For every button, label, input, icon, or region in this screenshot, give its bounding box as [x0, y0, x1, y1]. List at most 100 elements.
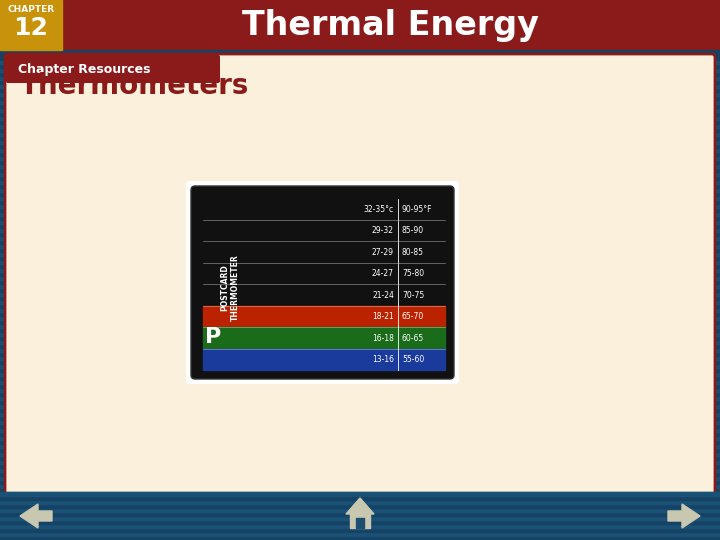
Text: 29-32: 29-32 — [372, 226, 394, 235]
Bar — [0, 144, 720, 148]
Bar — [0, 384, 720, 388]
Bar — [0, 488, 720, 492]
Bar — [0, 504, 720, 508]
Text: 55-60: 55-60 — [402, 355, 424, 364]
Bar — [0, 416, 720, 420]
Bar — [0, 404, 720, 408]
Bar — [0, 216, 720, 220]
Bar — [0, 464, 720, 468]
Bar — [0, 256, 720, 260]
Bar — [0, 412, 720, 416]
Bar — [0, 428, 720, 432]
Bar — [0, 164, 720, 168]
Text: 24-27: 24-27 — [372, 269, 394, 278]
Bar — [0, 128, 720, 132]
Text: 85-90: 85-90 — [402, 226, 424, 235]
Bar — [0, 12, 720, 16]
Text: 80-85: 80-85 — [402, 248, 424, 256]
Bar — [0, 240, 720, 244]
Bar — [0, 496, 720, 500]
Bar — [0, 96, 720, 100]
Text: 90-95°F: 90-95°F — [402, 205, 433, 214]
Bar — [0, 124, 720, 128]
Bar — [0, 20, 720, 24]
Bar — [0, 140, 720, 144]
Bar — [0, 28, 720, 32]
Bar — [0, 248, 720, 252]
Bar — [0, 328, 720, 332]
Bar — [0, 32, 720, 36]
Bar — [203, 348, 445, 370]
Bar — [0, 280, 720, 284]
Bar — [0, 48, 720, 52]
Bar — [0, 168, 720, 172]
Bar — [0, 400, 720, 404]
Bar — [0, 396, 720, 400]
Bar — [0, 176, 720, 180]
Bar — [0, 228, 720, 232]
Bar — [0, 500, 720, 504]
Text: 13-16: 13-16 — [372, 355, 394, 364]
Bar — [356, 518, 364, 528]
Polygon shape — [346, 498, 374, 514]
Bar — [0, 340, 720, 344]
Bar — [0, 288, 720, 292]
Bar — [0, 232, 720, 236]
Text: Chapter Resources: Chapter Resources — [18, 63, 150, 76]
Bar — [0, 392, 720, 396]
Bar — [0, 88, 720, 92]
Bar — [0, 528, 720, 532]
Bar — [203, 327, 445, 348]
Bar — [0, 380, 720, 384]
Text: 32-35°c: 32-35°c — [364, 205, 394, 214]
Bar — [0, 44, 720, 48]
Bar — [0, 188, 720, 192]
Bar — [0, 0, 62, 50]
Bar — [0, 528, 720, 532]
Bar — [0, 360, 720, 364]
Bar — [0, 516, 720, 520]
Bar — [0, 104, 720, 108]
Bar — [0, 108, 720, 112]
Bar — [0, 332, 720, 336]
Bar — [0, 172, 720, 176]
Bar — [0, 448, 720, 452]
Bar — [0, 112, 720, 116]
Bar — [0, 16, 720, 20]
Bar — [0, 180, 720, 184]
Bar — [0, 352, 720, 356]
Bar — [0, 204, 720, 208]
Bar — [0, 116, 720, 120]
Bar — [0, 304, 720, 308]
Bar — [0, 236, 720, 240]
Bar — [0, 192, 720, 196]
Text: 65-70: 65-70 — [402, 312, 424, 321]
Bar — [0, 420, 720, 424]
Text: 70-75: 70-75 — [402, 291, 424, 300]
Bar — [0, 512, 720, 516]
Bar — [0, 60, 720, 64]
Bar — [0, 480, 720, 484]
Bar — [0, 508, 720, 512]
Bar — [0, 492, 720, 540]
Bar — [0, 264, 720, 268]
Bar — [0, 364, 720, 368]
Bar — [0, 40, 720, 44]
Text: CHAPTER: CHAPTER — [7, 5, 55, 14]
Bar — [0, 532, 720, 536]
Bar — [0, 336, 720, 340]
Bar — [0, 508, 720, 512]
Bar — [0, 68, 720, 72]
Bar — [0, 152, 720, 156]
Bar — [0, 156, 720, 160]
Text: Thermometers: Thermometers — [20, 72, 249, 100]
Text: 75-80: 75-80 — [402, 269, 424, 278]
Bar — [0, 220, 720, 224]
Bar — [0, 444, 720, 448]
Bar — [0, 512, 720, 516]
Bar — [0, 0, 720, 4]
Bar — [0, 408, 720, 412]
Bar — [0, 276, 720, 280]
Bar — [0, 132, 720, 136]
Bar — [0, 76, 720, 80]
